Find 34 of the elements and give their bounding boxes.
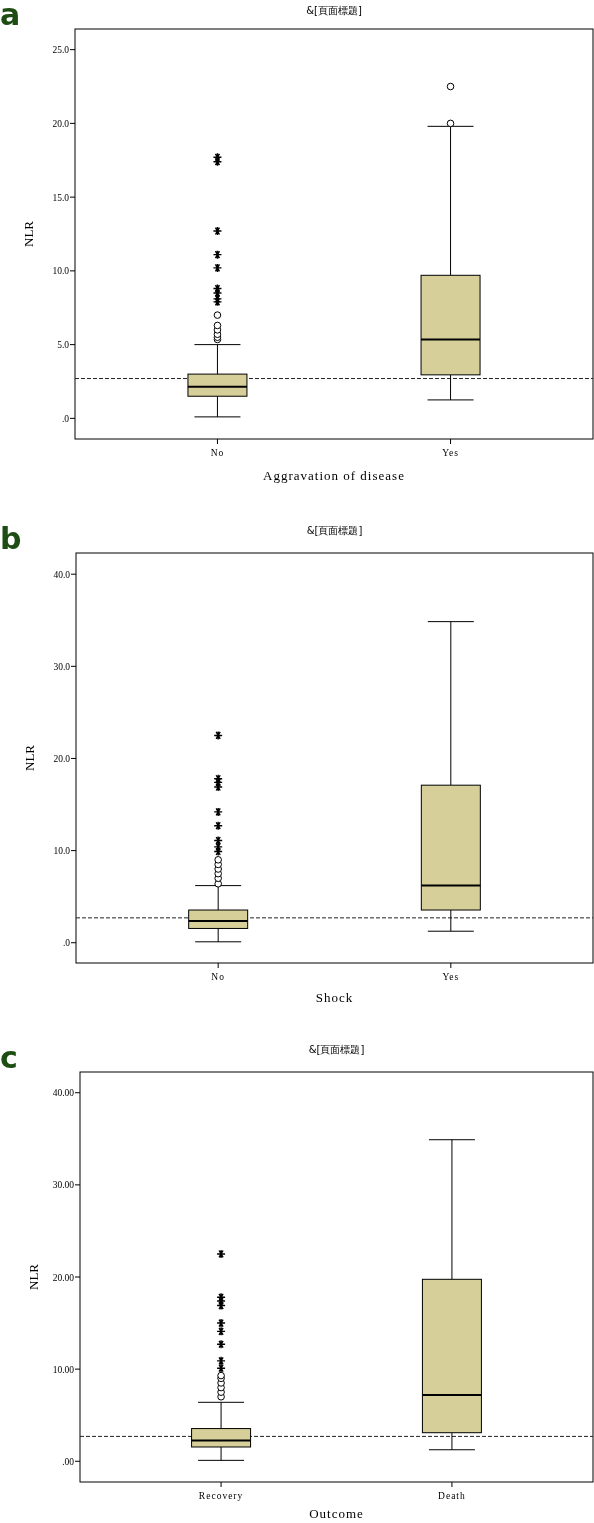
- y-axis-title: NLR: [26, 1263, 41, 1290]
- y-tick-label: 10.00: [52, 1364, 75, 1375]
- x-tick-label: No: [210, 448, 225, 458]
- x-tick-label: Yes: [442, 972, 460, 982]
- y-tick-label: 20.0: [52, 118, 70, 129]
- y-tick-label: 10.0: [52, 266, 70, 277]
- chart-title: &[頁面標題]: [306, 525, 363, 536]
- y-tick-label: .0: [62, 938, 71, 949]
- y-tick-label: 10.0: [53, 846, 71, 857]
- y-tick-label: 40.0: [53, 569, 71, 580]
- x-axis-title: Outcome: [309, 1506, 364, 1521]
- text: a: [0, 0, 21, 32]
- y-tick-label: 30.0: [53, 661, 71, 672]
- y-tick-label: 5.0: [57, 340, 70, 351]
- y-tick-label: 20.0: [53, 753, 71, 764]
- x-tick-label: No: [211, 972, 225, 982]
- x-tick-label: Death: [438, 1491, 466, 1501]
- y-tick-label: .0: [61, 413, 70, 424]
- y-tick-label: 25.0: [52, 45, 70, 56]
- y-tick-label: 40.00: [52, 1088, 75, 1099]
- y-tick-label: 30.00: [52, 1180, 75, 1191]
- x-axis-title: Aggravation of disease: [263, 468, 405, 483]
- x-axis-title: Shock: [315, 990, 354, 1005]
- x-tick-label: Recovery: [198, 1491, 244, 1501]
- text: b: [0, 521, 22, 556]
- chart-title: &[頁面標題]: [308, 1044, 365, 1055]
- y-axis-title: NLR: [21, 220, 36, 247]
- text: c: [0, 1040, 18, 1075]
- chart-title: &[頁面標題]: [306, 5, 362, 16]
- y-tick-label: 20.00: [52, 1272, 75, 1283]
- y-axis-title: NLR: [22, 744, 37, 771]
- y-tick-label: .00: [62, 1456, 75, 1467]
- y-tick-label: 15.0: [52, 192, 70, 203]
- x-tick-label: Yes: [442, 448, 459, 458]
